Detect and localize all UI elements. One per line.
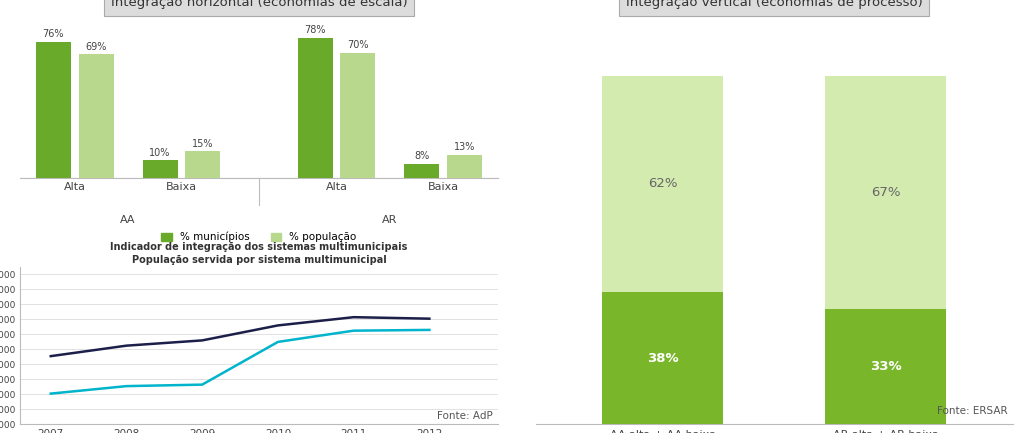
Text: 33%: 33% xyxy=(870,360,901,373)
Text: 70%: 70% xyxy=(347,40,368,50)
Bar xyxy=(298,38,332,178)
AA xyxy=(45,391,57,396)
AA xyxy=(196,382,209,387)
Bar xyxy=(404,164,439,178)
Text: Fonte: AdP: Fonte: AdP xyxy=(437,411,493,421)
Legend: % municípios, % população: % municípios, % população xyxy=(162,232,357,242)
AA xyxy=(424,327,436,333)
Bar xyxy=(185,151,220,178)
AA xyxy=(121,384,133,389)
Text: AR: AR xyxy=(383,215,398,225)
AR xyxy=(196,338,209,343)
AA xyxy=(272,339,284,345)
Bar xyxy=(36,42,71,178)
AR xyxy=(348,314,360,320)
Bar xyxy=(341,52,375,178)
Bar xyxy=(603,76,723,292)
AR xyxy=(424,316,436,321)
Line: AA: AA xyxy=(51,330,430,394)
Text: 76%: 76% xyxy=(43,29,64,39)
Text: 69%: 69% xyxy=(85,42,106,52)
Title: Indicador de integração dos sistemas multimunicipais
População servida por siste: Indicador de integração dos sistemas mul… xyxy=(110,242,408,265)
Text: 15%: 15% xyxy=(192,139,214,149)
Text: 78%: 78% xyxy=(305,26,326,36)
Bar xyxy=(79,54,114,178)
Text: 67%: 67% xyxy=(871,186,900,199)
Title: Integração horizontal (economias de escala): Integração horizontal (economias de esca… xyxy=(110,0,407,9)
AR xyxy=(121,343,133,348)
Text: 13%: 13% xyxy=(454,142,476,152)
Text: AA: AA xyxy=(121,215,136,225)
AR xyxy=(45,353,57,359)
AR xyxy=(272,323,284,328)
Text: 10%: 10% xyxy=(149,148,171,158)
Bar xyxy=(603,292,723,424)
Line: AR: AR xyxy=(51,317,430,356)
Text: 62%: 62% xyxy=(649,177,677,191)
Bar xyxy=(447,155,482,178)
Text: Fonte: ERSAR: Fonte: ERSAR xyxy=(937,406,1008,416)
Bar xyxy=(826,309,946,424)
Text: 8%: 8% xyxy=(414,151,430,161)
AA xyxy=(348,328,360,333)
Bar xyxy=(826,76,946,309)
Text: 38%: 38% xyxy=(648,352,678,365)
Bar xyxy=(142,160,178,178)
Title: Integração vertical (economias de processo): Integração vertical (economias de proces… xyxy=(626,0,923,9)
